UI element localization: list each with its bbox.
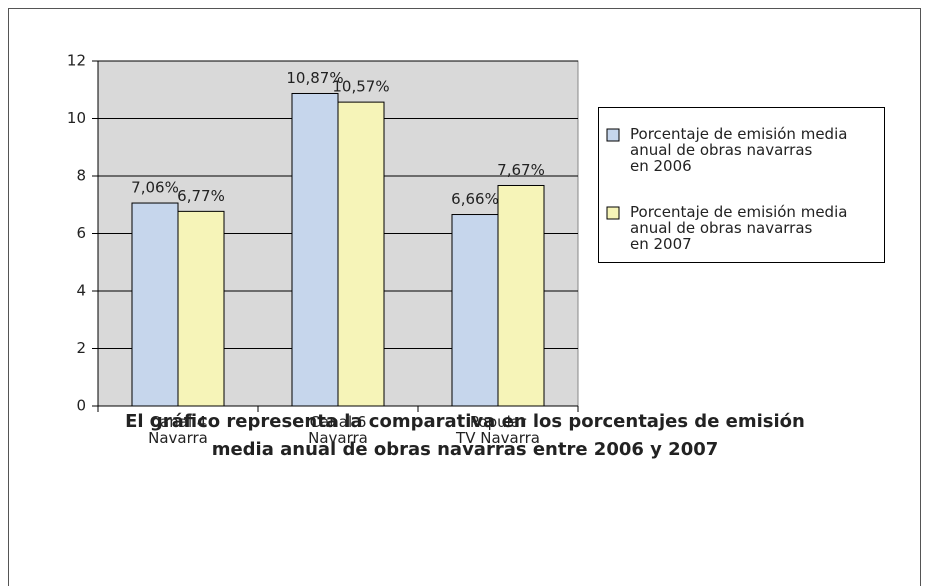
- y-tick-label: 6: [76, 224, 86, 242]
- bar: [131, 202, 179, 407]
- y-tick-label: 2: [76, 339, 86, 357]
- bar: [177, 210, 225, 407]
- x-tick-label: Popular TV Navarra: [456, 414, 540, 447]
- y-tick-label: 0: [76, 397, 86, 415]
- value-label: 6,77%: [177, 187, 225, 205]
- y-tick-label: 4: [76, 282, 86, 300]
- legend-swatch: [606, 128, 620, 142]
- value-label: 10,57%: [332, 78, 389, 96]
- bar: [451, 214, 499, 407]
- bar: [497, 184, 545, 407]
- chart-title: El gráfico representa la comparativa en …: [125, 411, 805, 460]
- legend-swatch: [606, 206, 620, 220]
- y-tick-label: 8: [76, 167, 86, 185]
- value-label: 7,67%: [497, 161, 545, 179]
- frame: [8, 8, 921, 586]
- bar: [337, 101, 385, 407]
- value-label: 6,66%: [451, 190, 499, 208]
- legend-label-box: Porcentaje de emisión media anual de obr…: [630, 204, 848, 253]
- x-tick-label: Canal 6 Navarra: [308, 414, 368, 447]
- legend-box: [598, 107, 885, 263]
- y-tick-label: 10: [67, 109, 86, 127]
- x-tick-label-box: Canal 6 Navarra: [308, 414, 368, 447]
- x-tick-label-box: Popular TV Navarra: [456, 414, 540, 447]
- y-tick-label: 12: [67, 52, 86, 70]
- x-tick-label: Canal 4 Navarra: [148, 414, 208, 447]
- legend-label: Porcentaje de emisión media anual de obr…: [630, 126, 848, 175]
- bar: [291, 92, 339, 407]
- value-label: 10,87%: [286, 69, 343, 87]
- legend-label-box: Porcentaje de emisión media anual de obr…: [630, 126, 848, 175]
- value-label: 7,06%: [131, 179, 179, 197]
- chart-title-box: El gráfico representa la comparativa en …: [125, 411, 805, 460]
- legend-label: Porcentaje de emisión media anual de obr…: [630, 204, 848, 253]
- x-tick-label-box: Canal 4 Navarra: [148, 414, 208, 447]
